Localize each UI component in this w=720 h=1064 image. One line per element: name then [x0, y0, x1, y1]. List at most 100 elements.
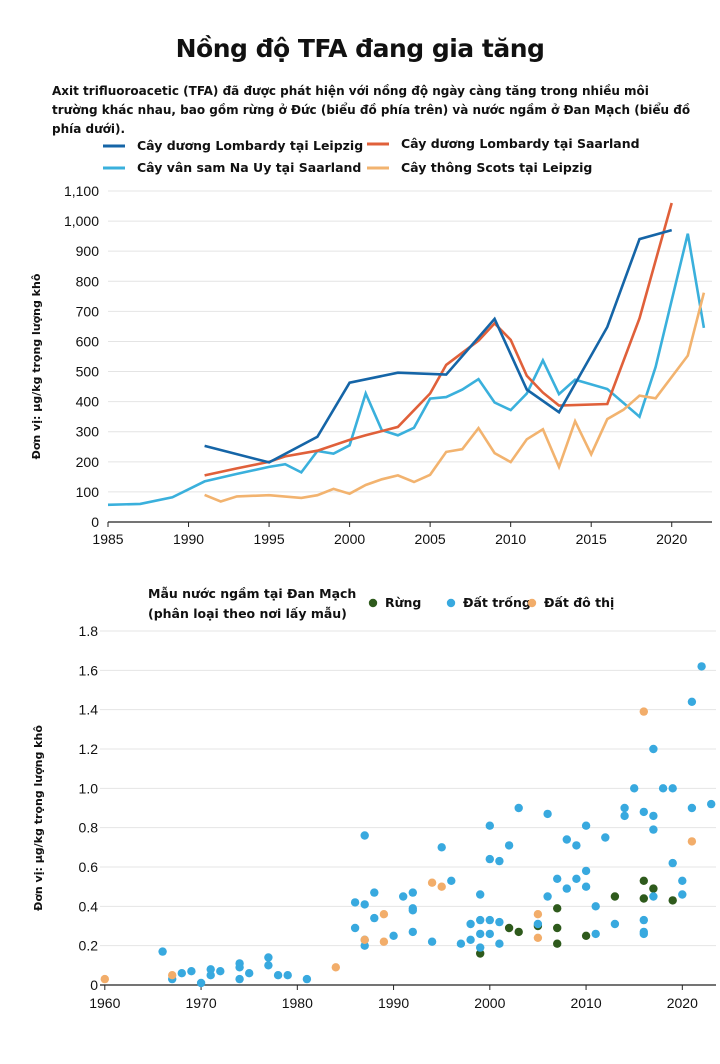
scatter-point-2	[168, 971, 177, 980]
scatter-point-2	[379, 937, 389, 946]
scatter-point-1	[427, 937, 437, 946]
scatter-title-line: (phân loại theo nơi lấy mẫu)	[148, 606, 347, 621]
legend-label: Cây dương Lombardy tại Leipzig	[137, 138, 363, 153]
scatter-point-0	[639, 894, 648, 903]
scatter-point-1	[360, 941, 369, 950]
page-title: Nồng độ TFA đang gia tăng	[175, 34, 545, 63]
legend-label: Cây thông Scots tại Leipzig	[401, 160, 592, 175]
scatter-point-1	[610, 919, 620, 929]
scatter-point-1	[620, 811, 629, 821]
scatter-point-1	[543, 809, 552, 819]
scatter-point-1	[687, 697, 697, 706]
y-tick-label: 600	[76, 333, 100, 349]
scatter-point-2	[533, 910, 543, 919]
scatter-point-2	[533, 933, 543, 942]
scatter-point-2	[331, 963, 340, 972]
scatter-x-tick-label: 2020	[667, 995, 698, 1011]
scatter-point-1	[370, 913, 379, 923]
scatter-x-tick-label: 2010	[570, 995, 601, 1011]
scatter-point-1	[495, 917, 504, 927]
scatter-point-1	[389, 931, 398, 940]
scatter-point-1	[370, 888, 379, 897]
scatter-point-2	[427, 878, 437, 887]
scatter-point-1	[350, 898, 360, 907]
scatter-point-1	[649, 744, 658, 754]
x-tick-label: 1985	[92, 531, 123, 547]
scatter-y-tick-label: 1.0	[79, 780, 99, 796]
series-line-1	[107, 233, 706, 507]
x-tick-label: 2005	[415, 531, 446, 547]
scatter-point-1	[572, 874, 581, 883]
scatter-point-1	[572, 841, 581, 850]
scatter-point-1	[476, 890, 485, 899]
page-subtitle: Axit trifluoroacetic (TFA) đã được phát …	[52, 84, 691, 136]
scatter-point-2	[360, 935, 369, 944]
scatter-x-tick-label: 1970	[185, 995, 216, 1011]
scatter-y-tick-label: 1.6	[79, 662, 99, 678]
legend-label: Cây vân sam Na Uy tại Saarland	[137, 160, 361, 175]
scatter-point-0	[668, 896, 677, 905]
scatter-point-2	[100, 974, 110, 984]
scatter-point-1	[562, 884, 571, 893]
scatter-point-1	[553, 874, 562, 883]
scatter-point-1	[408, 888, 417, 897]
scatter-point-1	[658, 784, 668, 793]
scatter-point-1	[476, 929, 485, 939]
scatter-point-0	[514, 927, 523, 937]
scatter-point-1	[649, 811, 658, 821]
x-tick-label: 2020	[656, 531, 687, 547]
scatter-point-0	[649, 884, 658, 893]
scatter-point-1	[466, 919, 475, 929]
series-line-0	[204, 228, 673, 464]
scatter-point-1	[216, 967, 225, 976]
scatter-y-tick-label: 1.8	[79, 623, 99, 639]
scatter-point-1	[649, 825, 658, 834]
scatter-point-0	[610, 892, 620, 901]
scatter-point-1	[408, 906, 417, 915]
scatter-legend-label: Đất trống	[463, 595, 531, 610]
y-tick-label: 400	[76, 394, 100, 410]
scatter-point-1	[360, 900, 369, 909]
scatter-y-tick-label: 0.6	[79, 859, 99, 875]
scatter-point-1	[245, 969, 254, 978]
scatter-point-1	[485, 821, 494, 830]
y-tick-label: 0	[91, 514, 99, 530]
x-tick-label: 2015	[576, 531, 607, 547]
scatter-point-1	[350, 923, 360, 933]
scatter-point-1	[495, 856, 504, 866]
scatter-point-1	[591, 902, 600, 911]
scatter-x-tick-label: 1960	[89, 995, 120, 1011]
scatter-y-tick-label: 0.2	[79, 938, 99, 954]
scatter-y-tick-label: 1.4	[79, 702, 99, 718]
scatter-point-2	[379, 910, 389, 919]
scatter-point-1	[514, 803, 523, 813]
scatter-point-1	[581, 821, 591, 830]
legend-label: Cây dương Lombardy tại Saarland	[401, 136, 640, 151]
scatter-y-tick-label: 0	[90, 977, 98, 993]
scatter-point-1	[476, 943, 485, 952]
scatter-point-1	[456, 939, 466, 948]
scatter-point-0	[553, 904, 562, 913]
y-tick-label: 500	[76, 364, 100, 380]
scatter-point-1	[437, 843, 446, 852]
scatter-point-1	[485, 915, 494, 925]
scatter-point-1	[495, 939, 504, 948]
scatter-point-1	[591, 929, 600, 939]
scatter-point-1	[177, 969, 186, 978]
scatter-point-1	[707, 799, 716, 809]
scatter-legend-marker-1	[446, 598, 456, 608]
scatter-point-1	[639, 807, 648, 817]
scatter-point-2	[687, 837, 697, 846]
scatter-point-1	[668, 784, 677, 793]
y-tick-label: 900	[76, 243, 100, 259]
scatter-point-0	[639, 876, 648, 885]
scatter-legend-marker-0	[368, 598, 378, 608]
scatter-legend-label: Đất đô thị	[544, 595, 614, 610]
scatter-y-tick-label: 0.8	[79, 820, 99, 836]
scatter-point-1	[630, 784, 639, 793]
x-tick-label: 2010	[495, 531, 526, 547]
scatter-point-1	[678, 876, 687, 885]
scatter-point-1	[697, 662, 706, 671]
x-tick-label: 1990	[173, 531, 204, 547]
y-tick-label: 100	[76, 484, 100, 500]
